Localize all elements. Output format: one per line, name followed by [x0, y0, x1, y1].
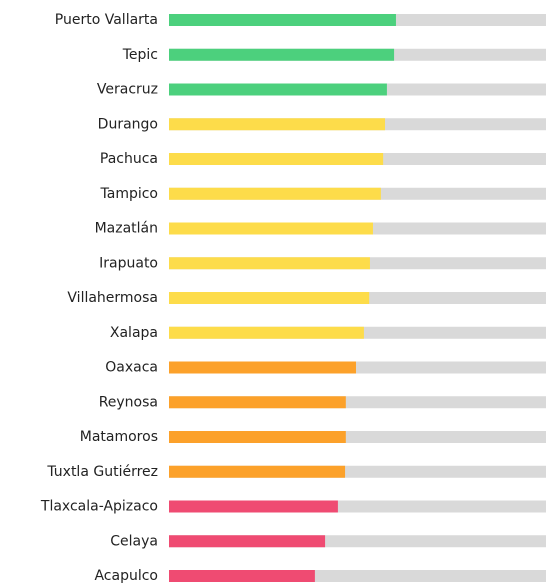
category-label: Irapuato — [99, 255, 158, 271]
category-label: Tampico — [100, 186, 159, 202]
bar — [169, 570, 315, 582]
bar — [169, 500, 338, 513]
bar — [169, 431, 346, 443]
category-label: Acapulco — [94, 568, 158, 583]
category-label: Durango — [98, 116, 158, 132]
category-label: Pachuca — [100, 151, 158, 167]
category-label: Xalapa — [110, 325, 158, 341]
category-label: Mazatlán — [95, 221, 158, 237]
category-label: Oaxaca — [105, 360, 158, 376]
bar — [169, 118, 386, 131]
bar — [169, 222, 373, 235]
bar — [169, 465, 346, 478]
bar — [169, 361, 356, 374]
bar — [169, 396, 346, 409]
bar — [169, 153, 384, 165]
bar — [169, 535, 326, 548]
category-label: Villahermosa — [67, 290, 158, 306]
bar — [169, 14, 396, 26]
category-label: Puerto Vallarta — [55, 12, 158, 28]
bar — [169, 48, 395, 61]
category-label: Tepic — [122, 47, 158, 63]
bar — [169, 326, 364, 339]
category-label: Tlaxcala-Apizaco — [40, 499, 158, 515]
category-label: Veracruz — [97, 82, 158, 98]
bar — [169, 83, 387, 96]
bar — [169, 257, 370, 270]
bar — [169, 187, 381, 200]
category-label: Matamoros — [80, 429, 158, 445]
category-label: Celaya — [110, 533, 158, 549]
category-label: Tuxtla Gutiérrez — [46, 464, 158, 480]
bar — [169, 292, 370, 304]
category-label: Reynosa — [99, 394, 158, 410]
